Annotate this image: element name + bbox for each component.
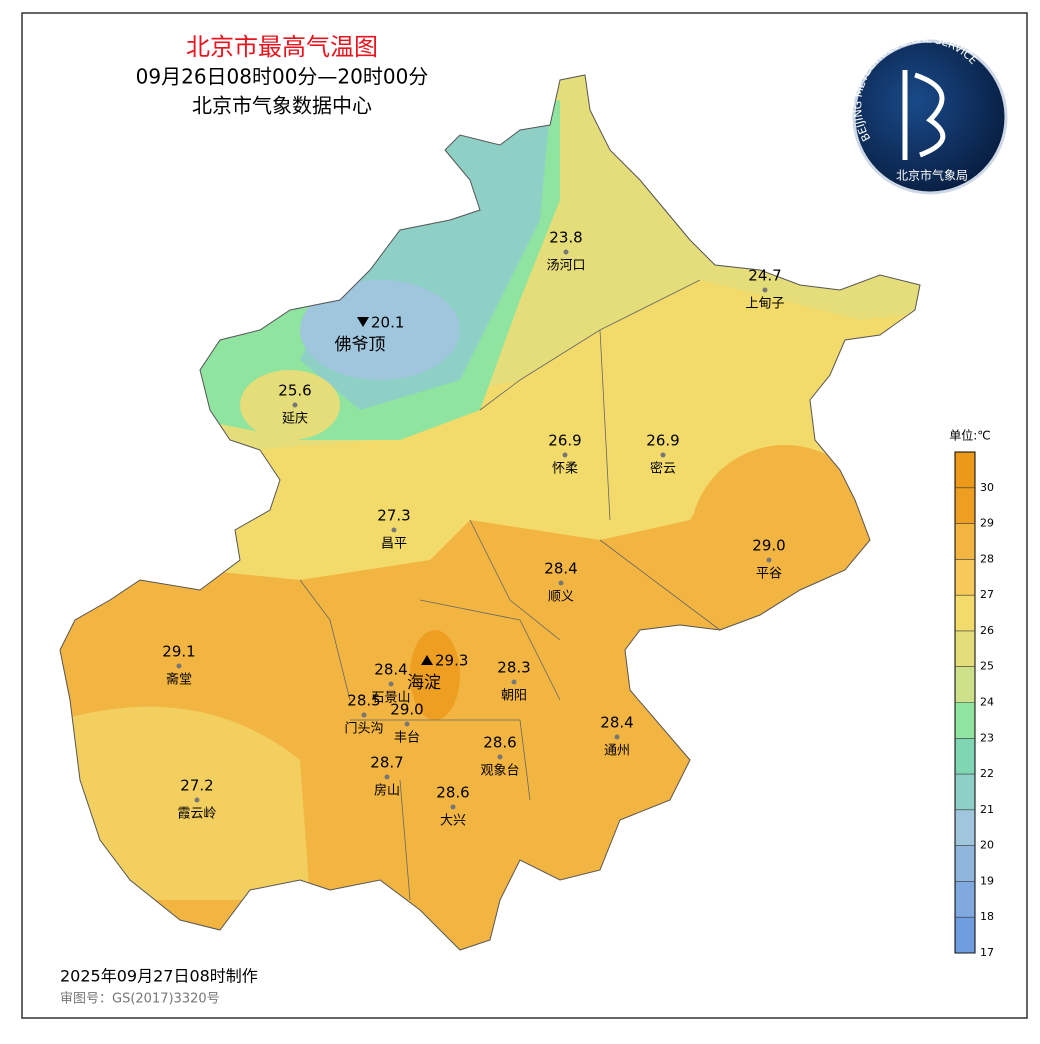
station-dot xyxy=(497,754,503,760)
station-value: 20.1 xyxy=(371,314,404,332)
frame xyxy=(21,12,1028,1019)
station-name: 石景山 xyxy=(371,691,410,706)
colorbar-tick-label: 29 xyxy=(980,517,994,530)
station-name: 顺义 xyxy=(548,590,574,605)
station-name: 门头沟 xyxy=(344,722,383,737)
station-name: 上甸子 xyxy=(745,297,784,312)
station-name: 观象台 xyxy=(480,764,519,779)
station-value: 28.3 xyxy=(497,659,530,677)
colorbar-tick-label: 18 xyxy=(980,910,994,923)
extreme-marker xyxy=(357,317,369,327)
station-dot xyxy=(384,774,390,780)
color-bin xyxy=(955,845,975,882)
colorbar-tick-label: 19 xyxy=(980,874,994,887)
station-name: 斋堂 xyxy=(166,672,192,688)
title: 北京市最高气温图 xyxy=(186,33,378,61)
color-bin xyxy=(955,774,975,810)
station-value: 28.6 xyxy=(483,734,516,752)
station-value: 28.7 xyxy=(370,754,403,772)
color-bin xyxy=(955,738,975,775)
station-name: 平谷 xyxy=(756,567,782,582)
color-bin xyxy=(955,917,975,953)
station-value: 29.3 xyxy=(435,652,468,670)
station-name: 朝阳 xyxy=(501,689,527,704)
color-bin xyxy=(955,595,975,631)
color-bin xyxy=(955,702,975,739)
colorbar-tick-label: 30 xyxy=(980,481,994,494)
colorbar-tick-label: 22 xyxy=(980,767,994,780)
color-bin xyxy=(955,666,975,703)
station-dot xyxy=(660,452,666,458)
colorbar-tick-label: 28 xyxy=(980,552,994,565)
station-dot xyxy=(388,681,394,687)
colorbar-tick-label: 20 xyxy=(980,839,994,852)
station-name: 通州 xyxy=(604,744,630,759)
color-bin xyxy=(955,630,975,667)
logo-name: 北京市气象局 xyxy=(896,168,968,183)
approval-number: 审图号：GS(2017)3320号 xyxy=(60,992,220,1007)
station-value: 25.6 xyxy=(278,382,311,400)
color-bin xyxy=(955,559,975,596)
station-name: 昌平 xyxy=(381,537,407,552)
station-value: 26.9 xyxy=(548,432,581,450)
station-dot xyxy=(176,663,182,669)
station-value: 24.7 xyxy=(748,267,781,285)
station-dot xyxy=(292,402,298,408)
station-dot xyxy=(558,580,564,586)
logo: BEIJING METEOROLOGICAL SERVICE 北京市气象局 xyxy=(851,32,1008,195)
colorbar-tick-label: 21 xyxy=(980,803,994,816)
station-value: 27.3 xyxy=(377,507,410,525)
colorbar-tick-label: 26 xyxy=(980,624,994,637)
station-dot xyxy=(762,287,768,293)
station-name: 延庆 xyxy=(282,412,308,427)
station-dot xyxy=(562,452,568,458)
colorbar-tick-label: 23 xyxy=(980,731,994,744)
station-dot xyxy=(450,804,456,810)
subtitle: 09月26日08时00分—20时00分 xyxy=(136,65,429,89)
colorbar-tick-label: 27 xyxy=(980,588,994,601)
station-dot xyxy=(391,527,397,533)
color-bin xyxy=(955,809,975,846)
station-name: 怀柔 xyxy=(552,462,578,477)
extreme-marker xyxy=(421,655,433,665)
made-date: 2025年09月27日08时制作 xyxy=(60,967,258,986)
color-bin xyxy=(955,881,975,918)
colorbar-tick-label: 25 xyxy=(980,660,994,673)
color-bin xyxy=(955,487,975,524)
station-dot xyxy=(614,734,620,740)
colorbar-tick-label: 24 xyxy=(980,696,994,709)
station-value: 29.0 xyxy=(390,701,423,719)
station-name: 密云 xyxy=(650,461,676,477)
station-value: 28.4 xyxy=(544,560,577,578)
station-value: 29.1 xyxy=(162,643,195,661)
station-name: 丰台 xyxy=(394,731,420,746)
station-value: 27.2 xyxy=(180,777,213,795)
legend-title: 单位:℃ xyxy=(949,428,991,443)
station-value: 29.0 xyxy=(752,537,785,555)
station-name: 霞云岭 xyxy=(177,807,216,822)
color-bin xyxy=(955,523,975,560)
station-dot xyxy=(766,557,772,563)
station-name: 房山 xyxy=(374,783,400,799)
station-dot xyxy=(563,249,569,255)
station-value: 28.5 xyxy=(347,692,380,710)
colorbar-tick-label: 17 xyxy=(980,946,994,959)
station-name: 海淀 xyxy=(407,673,441,693)
station-dot xyxy=(361,712,367,718)
station-dot xyxy=(404,721,410,727)
station-value: 28.6 xyxy=(436,784,469,802)
station-value: 28.4 xyxy=(374,661,407,679)
color-bin xyxy=(955,452,975,488)
station-name: 大兴 xyxy=(440,814,466,829)
district-borders xyxy=(299,279,721,901)
station-dot xyxy=(194,797,200,803)
source: 北京市气象数据中心 xyxy=(192,94,372,118)
station-name: 佛爷顶 xyxy=(335,335,386,355)
station-dot xyxy=(511,679,517,685)
station-value: 28.4 xyxy=(600,714,633,732)
station-value: 23.8 xyxy=(549,229,582,247)
station-name: 汤河口 xyxy=(546,259,585,274)
station-value: 26.9 xyxy=(646,432,679,450)
